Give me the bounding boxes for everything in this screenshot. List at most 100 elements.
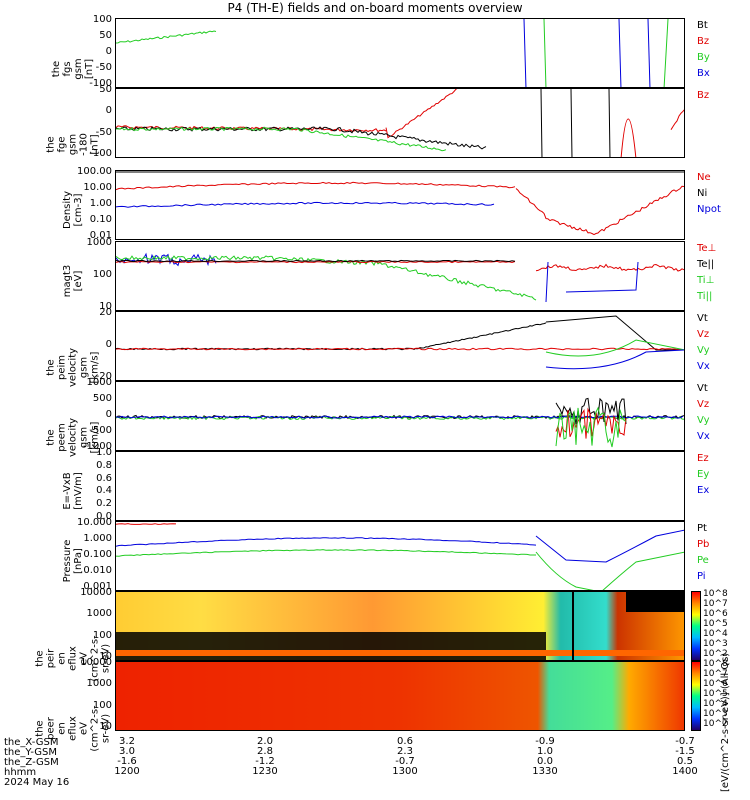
panel-2-ytick: -100 bbox=[89, 148, 112, 159]
series-pi bbox=[116, 537, 537, 547]
xaxis-tick-value: 3.2 bbox=[119, 736, 135, 747]
panel-7 bbox=[115, 451, 685, 521]
colorbar-tick: 10^8 bbox=[703, 589, 728, 599]
spectrogram bbox=[116, 662, 684, 730]
series-bz bbox=[116, 125, 387, 133]
panel-6-ytick: 0 bbox=[105, 409, 112, 420]
panel-10-ytick: 10000 bbox=[80, 657, 112, 668]
legend-bx: Bx bbox=[697, 68, 710, 79]
panel-9 bbox=[115, 591, 685, 661]
legend-vt: Vt bbox=[697, 383, 708, 394]
legend-pe: Pe bbox=[697, 555, 709, 566]
colorbar-tick: 10^6 bbox=[703, 679, 728, 689]
panel-6-ytick: -1000 bbox=[82, 441, 112, 452]
xaxis-tick-value: 2.0 bbox=[257, 736, 273, 747]
panel-7-ytick: 0.4 bbox=[96, 485, 112, 497]
xaxis-tick-value: 0.6 bbox=[397, 736, 413, 747]
xaxis-row-label: the_Y-GSM bbox=[4, 747, 58, 758]
xaxis-tick-value: 3.0 bbox=[119, 746, 135, 757]
panel-7-ytick: 0.6 bbox=[96, 472, 112, 484]
series-by bbox=[116, 30, 217, 44]
panel-5-ytick: 0 bbox=[105, 339, 112, 350]
series-bz-4 bbox=[670, 109, 684, 130]
panel-3-ytick: 0.10 bbox=[89, 214, 112, 225]
xaxis-row-label: hhmm bbox=[4, 767, 37, 778]
series-bz-2 bbox=[385, 89, 458, 139]
colorbar-label: [eV/(cm^2-s-sr-eV)] (All Qs) bbox=[720, 652, 731, 792]
xaxis-tick-value: 1.0 bbox=[537, 746, 553, 757]
colorbar-tick: 10^2 bbox=[703, 719, 728, 729]
xaxis-tick-value: 1300 bbox=[392, 766, 418, 777]
series-vt-2 bbox=[416, 322, 547, 350]
panel-6 bbox=[115, 381, 685, 451]
series-vy bbox=[545, 339, 684, 357]
xaxis-tick-value: 1230 bbox=[252, 766, 278, 777]
panel-8-plot bbox=[116, 523, 684, 590]
panel-5 bbox=[115, 311, 685, 381]
panel-9-ytick: 1000 bbox=[86, 608, 112, 620]
series-bt bbox=[116, 126, 487, 150]
panel-9-ytick: 100 bbox=[92, 629, 112, 641]
legend-vz: Vz bbox=[697, 329, 710, 340]
series-vz bbox=[116, 347, 684, 351]
legend-bz: Bz bbox=[697, 90, 710, 101]
panel-7-ytick: 1.0 bbox=[96, 447, 112, 458]
legend-ez: Ez bbox=[697, 453, 709, 464]
legend-vy: Vy bbox=[697, 415, 710, 426]
panel-8-ytick: 0.010 bbox=[83, 565, 112, 576]
series-by-2 bbox=[543, 19, 669, 87]
panel-7-ytick: 0.2 bbox=[96, 498, 112, 510]
series-vy-burst bbox=[555, 406, 627, 448]
legend-te: Te|| bbox=[697, 259, 715, 270]
panel-8-ytick: 10.000 bbox=[77, 517, 112, 528]
legend-ni: Ni bbox=[697, 188, 708, 199]
xaxis-tick-value: 0.5 bbox=[677, 756, 693, 767]
xaxis-row-label: the_Z-GSM bbox=[4, 757, 59, 768]
xaxis-tick-value: -0.9 bbox=[535, 736, 555, 747]
panel-2 bbox=[115, 88, 685, 158]
panel-3-ytick: 10.00 bbox=[83, 182, 112, 193]
colorbar-tick: 10^6 bbox=[703, 609, 728, 619]
series-pe bbox=[116, 549, 536, 557]
panel-2-ytick: -50 bbox=[95, 126, 112, 138]
legend-ti: Ti|| bbox=[697, 291, 713, 302]
legend-vt: Vt bbox=[697, 313, 708, 324]
panel-1-ytick: 50 bbox=[99, 30, 112, 41]
panel-6-ytick: 1000 bbox=[86, 377, 112, 388]
colorbar-tick: 10^4 bbox=[703, 699, 728, 709]
series-pi-2 bbox=[535, 529, 684, 563]
colorbar-tick: 10^3 bbox=[703, 639, 728, 649]
xaxis-tick-value: -1.2 bbox=[255, 756, 275, 767]
panel-3 bbox=[115, 170, 685, 240]
panel-1-ytick: -50 bbox=[95, 62, 112, 73]
series-ti bbox=[116, 255, 537, 301]
spectrogram-band bbox=[116, 650, 684, 656]
colorbar-tick: 10^7 bbox=[703, 599, 728, 609]
legend-pi: Pi bbox=[697, 571, 706, 582]
colorbar-tick: 10^5 bbox=[703, 689, 728, 699]
series-bt-2 bbox=[540, 89, 611, 157]
colorbar-2 bbox=[691, 661, 701, 731]
colorbar-tick: 10^4 bbox=[703, 629, 728, 639]
panel-2-plot bbox=[116, 89, 684, 157]
spectrogram-low-energy bbox=[116, 632, 546, 660]
colorbar-tick: 10^7 bbox=[703, 669, 728, 679]
panel-2-ytick: 0 bbox=[105, 105, 112, 117]
xaxis-tick-value: 1330 bbox=[532, 766, 558, 777]
legend-by: By bbox=[697, 52, 710, 63]
xaxis-tick-value: 1400 bbox=[672, 766, 698, 777]
series-npot bbox=[116, 201, 495, 208]
panel-10-ytick: 1000 bbox=[86, 678, 112, 690]
colorbar-tick: 10^8 bbox=[703, 659, 728, 669]
colorbar-tick: 10^5 bbox=[703, 619, 728, 629]
colorbar-tick: 10^3 bbox=[703, 709, 728, 719]
legend-bt: Bt bbox=[697, 20, 708, 31]
panel-3-ytick: 100.00 bbox=[77, 166, 112, 177]
xaxis-tick-value: -1.6 bbox=[117, 756, 137, 767]
series-bx-2 bbox=[618, 19, 651, 87]
series-ne bbox=[116, 181, 516, 191]
legend-ti: Ti⊥ bbox=[697, 275, 715, 286]
panel-8-ytick: 1.000 bbox=[83, 533, 112, 544]
panel-4-ytick: 100 bbox=[92, 269, 112, 280]
series-bx bbox=[523, 19, 527, 87]
